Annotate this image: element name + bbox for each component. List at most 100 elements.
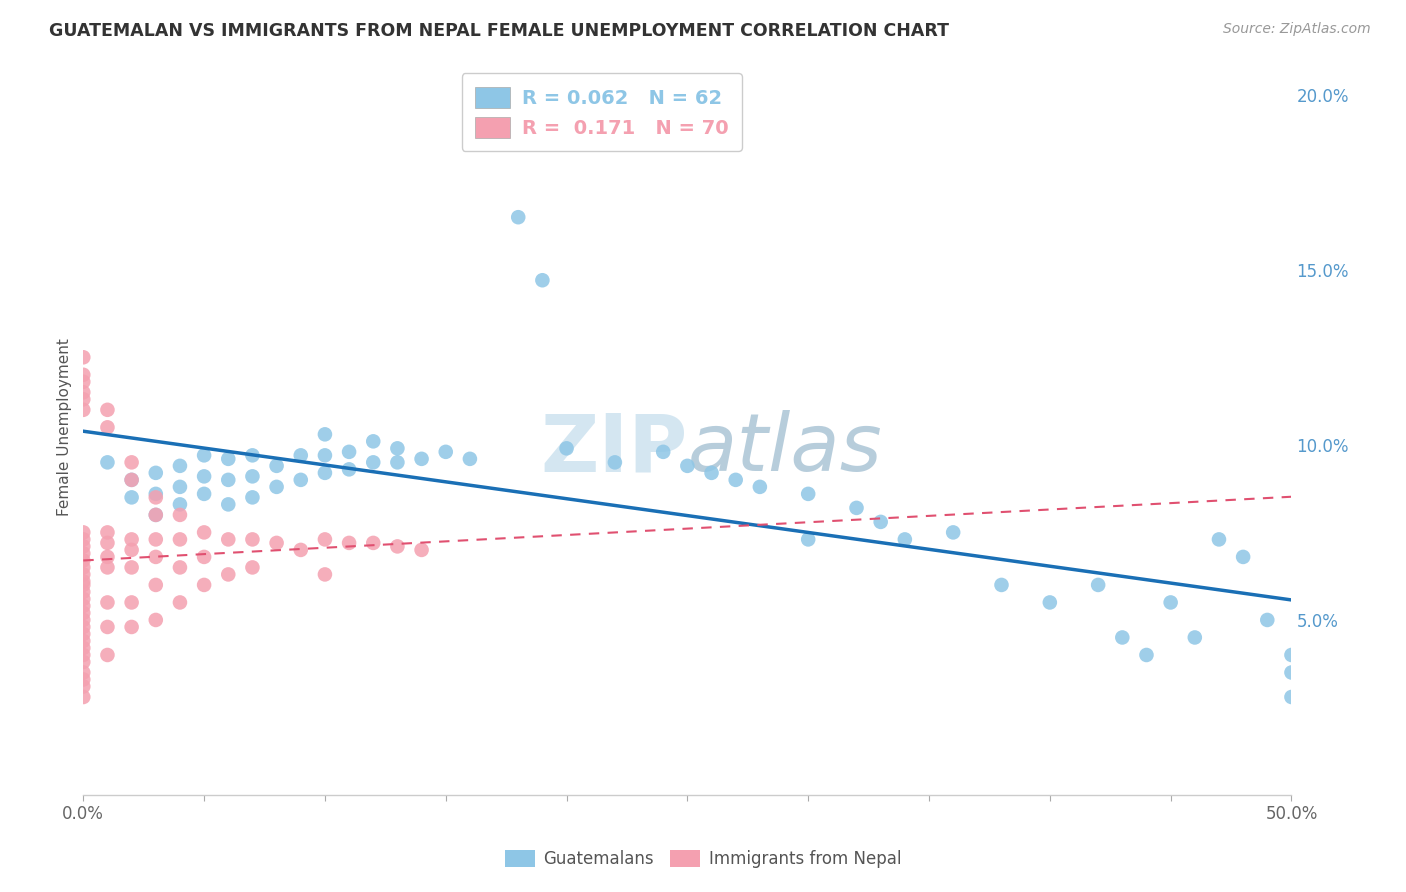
Point — [845, 500, 868, 515]
Point — [942, 525, 965, 540]
Point — [290, 448, 312, 462]
Point — [169, 595, 191, 609]
Point — [145, 578, 167, 592]
Point — [314, 533, 336, 547]
Point — [96, 560, 118, 574]
Point — [193, 487, 215, 501]
Point — [169, 533, 191, 547]
Point — [72, 613, 94, 627]
Point — [361, 434, 384, 449]
Point — [72, 665, 94, 680]
Point — [145, 613, 167, 627]
Point — [700, 466, 723, 480]
Point — [96, 595, 118, 609]
Point — [145, 466, 167, 480]
Point — [72, 680, 94, 694]
Point — [555, 442, 578, 456]
Point — [72, 655, 94, 669]
Point — [72, 620, 94, 634]
Point — [145, 487, 167, 501]
Point — [290, 473, 312, 487]
Point — [603, 455, 626, 469]
Point — [290, 542, 312, 557]
Point — [217, 497, 239, 511]
Point — [72, 546, 94, 560]
Point — [242, 533, 264, 547]
Point — [1160, 595, 1182, 609]
Point — [96, 420, 118, 434]
Point — [121, 455, 143, 469]
Y-axis label: Female Unemployment: Female Unemployment — [58, 338, 72, 516]
Point — [121, 542, 143, 557]
Point — [145, 533, 167, 547]
Point — [387, 442, 409, 456]
Point — [1111, 631, 1133, 645]
Point — [458, 451, 481, 466]
Point — [797, 533, 820, 547]
Point — [121, 560, 143, 574]
Point — [193, 578, 215, 592]
Point — [314, 427, 336, 442]
Point — [314, 567, 336, 582]
Point — [72, 567, 94, 582]
Point — [72, 599, 94, 613]
Point — [72, 673, 94, 687]
Point — [337, 536, 360, 550]
Point — [96, 525, 118, 540]
Point — [72, 351, 94, 365]
Point — [1184, 631, 1206, 645]
Point — [121, 595, 143, 609]
Point — [72, 585, 94, 599]
Point — [1232, 549, 1254, 564]
Point — [990, 578, 1012, 592]
Point — [72, 606, 94, 620]
Legend: R = 0.062   N = 62, R =  0.171   N = 70: R = 0.062 N = 62, R = 0.171 N = 70 — [461, 73, 742, 152]
Point — [337, 445, 360, 459]
Point — [217, 451, 239, 466]
Point — [724, 473, 747, 487]
Point — [869, 515, 891, 529]
Point — [121, 473, 143, 487]
Point — [145, 508, 167, 522]
Text: GUATEMALAN VS IMMIGRANTS FROM NEPAL FEMALE UNEMPLOYMENT CORRELATION CHART: GUATEMALAN VS IMMIGRANTS FROM NEPAL FEMA… — [49, 22, 949, 40]
Point — [314, 448, 336, 462]
Point — [1256, 613, 1278, 627]
Point — [217, 473, 239, 487]
Point — [72, 648, 94, 662]
Point — [242, 448, 264, 462]
Point — [72, 627, 94, 641]
Point — [676, 458, 699, 473]
Point — [652, 445, 675, 459]
Point — [434, 445, 457, 459]
Legend: Guatemalans, Immigrants from Nepal: Guatemalans, Immigrants from Nepal — [498, 843, 908, 875]
Point — [72, 560, 94, 574]
Point — [72, 553, 94, 567]
Point — [894, 533, 917, 547]
Point — [217, 567, 239, 582]
Point — [1135, 648, 1157, 662]
Point — [387, 455, 409, 469]
Point — [266, 458, 288, 473]
Point — [797, 487, 820, 501]
Point — [145, 491, 167, 505]
Point — [242, 469, 264, 483]
Point — [1087, 578, 1109, 592]
Point — [411, 542, 433, 557]
Point — [72, 402, 94, 417]
Point — [72, 385, 94, 400]
Point — [145, 549, 167, 564]
Point — [193, 469, 215, 483]
Point — [72, 578, 94, 592]
Point — [1281, 648, 1303, 662]
Point — [96, 620, 118, 634]
Point — [337, 462, 360, 476]
Point — [72, 591, 94, 606]
Point — [72, 574, 94, 589]
Point — [169, 458, 191, 473]
Point — [96, 455, 118, 469]
Point — [72, 690, 94, 704]
Point — [748, 480, 770, 494]
Point — [508, 210, 530, 224]
Point — [169, 508, 191, 522]
Point — [121, 491, 143, 505]
